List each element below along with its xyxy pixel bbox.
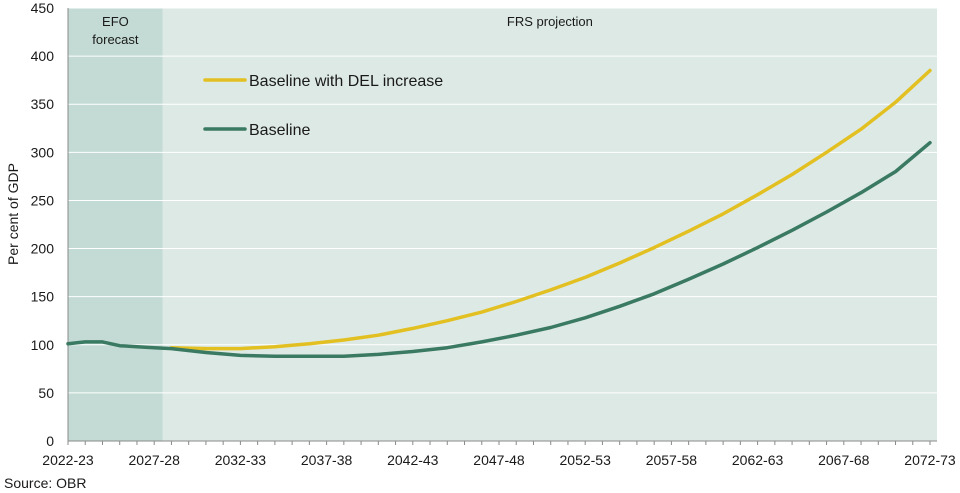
x-tick-label-2052-53: 2052-53 (560, 452, 612, 468)
axes (67, 8, 937, 442)
x-tick-label-2072-73: 2072-73 (904, 452, 956, 468)
series-lines (66, 68, 932, 359)
legend-label-1: Baseline (249, 122, 310, 139)
y-tick-400: 400 (31, 48, 55, 64)
y-tick-50: 50 (38, 385, 54, 401)
x-tick-label-2037-38: 2037-38 (301, 452, 353, 468)
region-shading: EFO forecast FRS projection (68, 8, 937, 441)
y-axis-ticks: 0 50 100 150 200 250 300 350 400 450 (31, 0, 55, 449)
y-tick-0: 0 (46, 433, 54, 449)
region-label-0-0: EFO (102, 14, 129, 29)
region-label-0-1: forecast (92, 32, 139, 47)
x-tick-label-2032-33: 2032-33 (215, 452, 267, 468)
y-tick-200: 200 (31, 241, 55, 257)
x-tick-label-2057-58: 2057-58 (646, 452, 698, 468)
x-tick-label-2047-48: 2047-48 (473, 452, 525, 468)
series-line-0 (169, 68, 932, 351)
y-tick-100: 100 (31, 337, 55, 353)
series-line-1 (66, 140, 932, 359)
region-label-1-0: FRS projection (507, 14, 593, 29)
source-note: Source: OBR (4, 475, 87, 491)
y-tick-350: 350 (31, 96, 55, 112)
x-tick-label-2042-43: 2042-43 (387, 452, 439, 468)
y-tick-150: 150 (31, 289, 55, 305)
region-band-0 (68, 8, 163, 441)
legend: Baseline with DEL increase Baseline (203, 73, 443, 139)
y-tick-450: 450 (31, 0, 55, 16)
x-tick-label-2027-28: 2027-28 (129, 452, 181, 468)
x-tick-label-2022-23: 2022-23 (42, 452, 94, 468)
x-tick-label-2067-68: 2067-68 (818, 452, 870, 468)
region-band-1 (162, 8, 937, 441)
gridlines (68, 7, 937, 394)
legend-label-0: Baseline with DEL increase (249, 73, 443, 90)
x-axis-ticks: 2022-23 2027-28 2032-33 2037-38 2042-43 2047-… (42, 441, 956, 468)
x-tick-label-2062-63: 2062-63 (732, 452, 784, 468)
y-tick-250: 250 (31, 192, 55, 208)
y-tick-300: 300 (31, 144, 55, 160)
y-axis-title: Per cent of GDP (5, 163, 21, 265)
